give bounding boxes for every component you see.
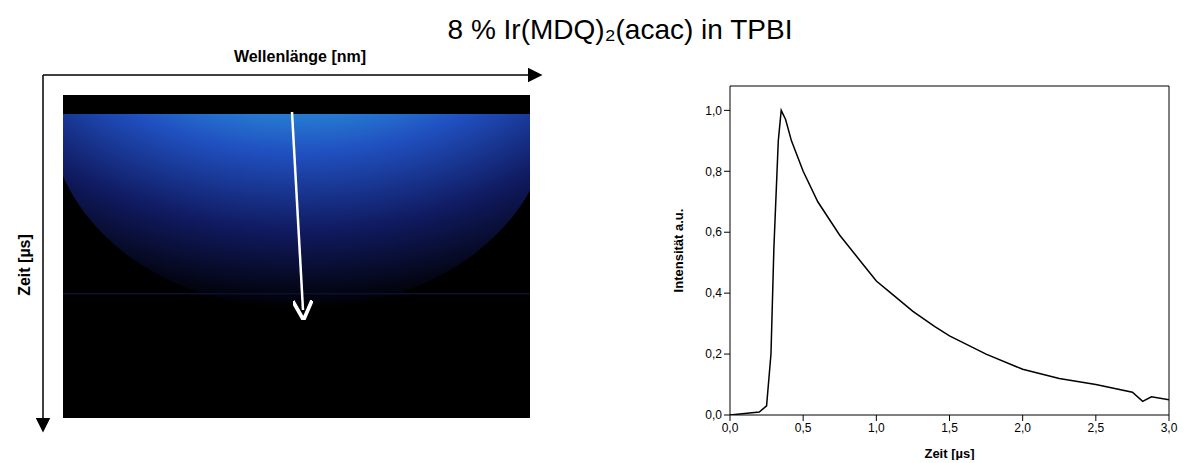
svg-text:0,6: 0,6 [705, 225, 722, 239]
svg-text:Zeit [µs]: Zeit [µs] [924, 446, 974, 460]
svg-text:2,5: 2,5 [1087, 421, 1104, 435]
svg-text:3,0: 3,0 [1161, 421, 1178, 435]
html-text:8 % Ir(MDQ)₂(acac) in TPBI: 8 % Ir(MDQ)₂(acac) in TPBI [447, 14, 793, 45]
svg-text:0,4: 0,4 [705, 286, 722, 300]
svg-text:Wellenlänge [nm]: Wellenlänge [nm] [234, 48, 366, 65]
svg-text:Zeit [µs]: Zeit [µs] [16, 234, 33, 296]
svg-text:0,8: 0,8 [705, 165, 722, 179]
svg-text:1,5: 1,5 [941, 421, 958, 435]
svg-text:Intensität a.u.: Intensität a.u. [671, 209, 686, 293]
svg-text:0,0: 0,0 [705, 408, 722, 422]
svg-text:1,0: 1,0 [705, 104, 722, 118]
svg-text:1,0: 1,0 [868, 421, 885, 435]
svg-text:0,5: 0,5 [795, 421, 812, 435]
svg-text:2,0: 2,0 [1014, 421, 1031, 435]
svg-text:0,2: 0,2 [705, 347, 722, 361]
svg-text:0,0: 0,0 [722, 421, 739, 435]
